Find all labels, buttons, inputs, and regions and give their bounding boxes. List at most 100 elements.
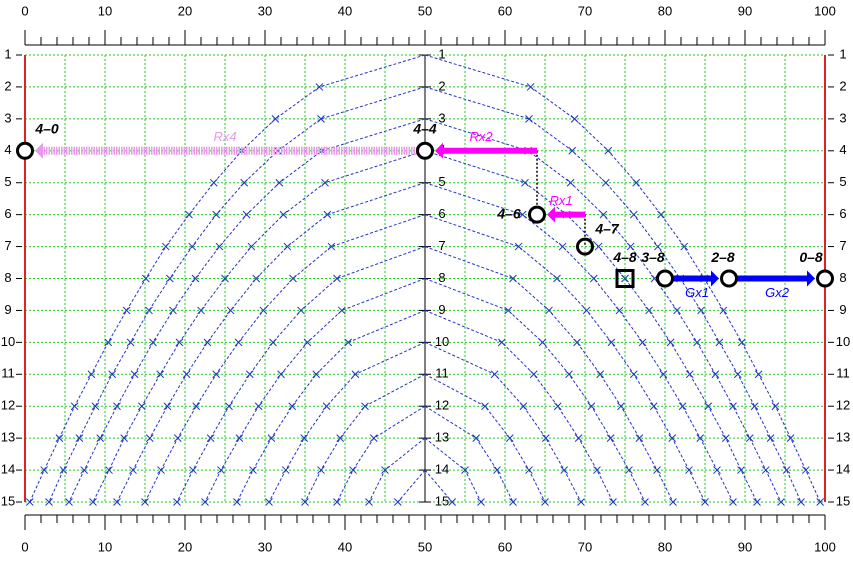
point-marker: [365, 498, 373, 506]
point-marker: [641, 498, 649, 506]
point-marker: [65, 498, 73, 506]
arrow-head: [711, 270, 719, 287]
point-marker: [191, 274, 200, 283]
row-label: 7: [4, 238, 11, 253]
point-marker: [337, 306, 346, 315]
point-marker: [126, 338, 135, 347]
row-label: 7: [839, 238, 846, 253]
point-marker: [393, 498, 402, 506]
point-marker: [104, 338, 113, 347]
point-marker: [721, 434, 730, 442]
point-marker: [120, 434, 129, 442]
point-marker: [729, 402, 737, 411]
point-marker: [782, 466, 791, 474]
row-label: 9: [839, 302, 846, 317]
point-marker: [145, 434, 154, 442]
point-marker: [558, 242, 567, 251]
point-marker: [477, 498, 485, 506]
point-marker: [553, 274, 561, 283]
point-marker: [645, 306, 653, 315]
point-marker: [761, 466, 770, 474]
point-marker: [797, 498, 805, 506]
row-label: 15: [1, 493, 15, 508]
curve: [424, 405, 514, 503]
row-label: 14: [836, 462, 850, 477]
point-marker: [175, 338, 184, 347]
row-label: 2: [839, 78, 846, 93]
point-marker: [201, 498, 209, 506]
point-marker: [233, 498, 241, 506]
point-marker: [518, 210, 527, 219]
node: [656, 269, 674, 288]
row-label: 15: [836, 493, 850, 508]
curve: [116, 182, 426, 503]
point-marker: [303, 338, 312, 347]
point-marker: [226, 306, 235, 315]
point-marker: [696, 434, 705, 442]
point-marker: [786, 434, 795, 442]
arrow-label: Rx4: [213, 129, 236, 144]
point-marker: [267, 434, 276, 442]
x-tick-label: 70: [578, 3, 592, 18]
point-marker: [221, 274, 229, 283]
point-marker: [599, 210, 608, 219]
row-label: 14: [435, 462, 449, 477]
point-marker: [632, 178, 641, 187]
point-marker: [649, 402, 658, 411]
row-label: 10: [1, 334, 15, 349]
point-marker: [448, 498, 457, 506]
row-label: 3: [839, 110, 846, 125]
point-marker: [635, 434, 644, 442]
row-label: 4: [4, 142, 11, 157]
curve: [304, 373, 426, 503]
x-tick-label: 40: [338, 3, 352, 18]
point-marker: [678, 402, 687, 411]
x-tick-label: 100: [814, 3, 836, 18]
point-marker: [217, 466, 225, 474]
row-label: 14: [1, 462, 15, 477]
point-marker: [189, 466, 197, 474]
node-label: 4–4: [412, 120, 437, 136]
x-tick-label: 40: [338, 539, 352, 554]
point-marker: [288, 402, 297, 411]
x-tick-label: 20: [178, 539, 192, 554]
point-marker: [472, 434, 481, 442]
node: [576, 237, 594, 256]
node-label: 4–7: [594, 220, 620, 236]
node: [416, 141, 434, 160]
point-marker: [108, 370, 117, 379]
curve: [397, 469, 426, 503]
point-marker: [701, 498, 709, 506]
point-marker: [55, 434, 64, 442]
x-tick-label: 80: [658, 539, 672, 554]
node: [528, 205, 546, 224]
point-marker: [281, 466, 290, 474]
point-marker: [113, 402, 121, 411]
point-marker: [240, 178, 249, 187]
point-marker: [279, 210, 288, 219]
point-marker: [493, 466, 501, 474]
point-marker: [504, 306, 513, 315]
point-marker: [481, 402, 489, 411]
point-marker: [283, 242, 292, 251]
row-label: 5: [4, 174, 11, 189]
point-marker: [737, 338, 746, 347]
point-marker: [173, 434, 182, 442]
node: [615, 269, 635, 288]
point-marker: [25, 498, 34, 506]
x-tick-label: 60: [498, 539, 512, 554]
point-marker: [234, 338, 243, 347]
row-label: 12: [836, 398, 850, 413]
point-marker: [317, 466, 325, 474]
row-label: 2: [4, 78, 11, 93]
point-marker: [545, 306, 553, 315]
point-marker: [629, 210, 638, 219]
node: [816, 269, 834, 288]
point-marker: [249, 466, 257, 474]
point-marker: [273, 146, 282, 155]
point-marker: [509, 498, 517, 506]
point-marker: [609, 498, 617, 506]
point-marker: [568, 146, 577, 155]
row-label: 1: [4, 46, 11, 61]
row-label: 13: [836, 430, 850, 445]
